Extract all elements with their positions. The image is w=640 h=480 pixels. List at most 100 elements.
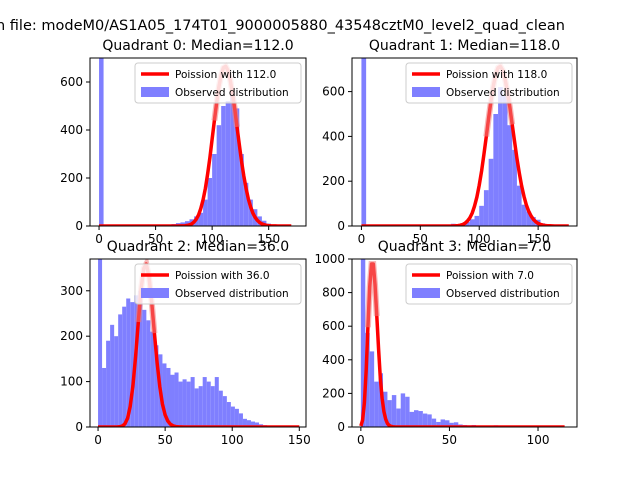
axes-frame <box>351 258 578 428</box>
y-tick-label: 1000 <box>314 252 345 266</box>
hist-bar <box>414 410 419 427</box>
axes-frame <box>89 57 307 227</box>
hist-bar <box>162 363 167 427</box>
hist-bar <box>396 408 401 427</box>
hist-bar <box>498 87 503 226</box>
hist-bar <box>360 259 366 427</box>
legend-label-observed: Observed distribution <box>446 288 560 300</box>
axes-frame <box>89 258 307 428</box>
figure-suptitle: n file: modeM0/AS1A05_174T01_9000005880_… <box>0 18 565 34</box>
hist-bar <box>194 388 199 427</box>
hist-bar <box>198 386 203 427</box>
y-tick-label: 0 <box>75 420 83 434</box>
hist-bar <box>230 406 235 427</box>
hist-bar <box>369 351 375 427</box>
y-tick-label: 200 <box>60 171 83 185</box>
hist-bar <box>186 381 191 427</box>
x-tick-label: 150 <box>527 232 550 246</box>
hist-bar <box>427 414 432 427</box>
x-tick-label: 50 <box>442 433 457 447</box>
hist-bar <box>440 419 446 427</box>
axes-frame <box>351 57 578 227</box>
hist-bar <box>255 422 260 427</box>
y-tick-label: 0 <box>337 420 345 434</box>
x-tick-label: 0 <box>95 232 103 246</box>
hist-bar <box>483 190 489 226</box>
hist-bar <box>206 381 211 427</box>
poisson-curve <box>98 262 300 427</box>
legend-hist-swatch <box>141 288 169 298</box>
y-tick-label: 100 <box>60 375 83 389</box>
y-tick-label: 400 <box>322 353 345 367</box>
hist-bar <box>250 421 256 427</box>
x-tick-label: 150 <box>257 232 280 246</box>
legend-label-observed: Observed distribution <box>175 87 289 99</box>
chart-quadrant-1: 0 50 100 150 0 200 400 600 Quadrant 1: Median=11… <box>322 38 578 246</box>
hist-bar <box>493 114 499 226</box>
legend-box <box>134 62 302 104</box>
hist-bar <box>110 324 115 427</box>
legend-hist-swatch <box>141 87 169 97</box>
hist-bar <box>474 215 480 226</box>
hist-bar <box>374 381 379 427</box>
hist-bar <box>98 259 103 427</box>
chart-quadrant-2: 0 50 100 150 0 100 200 300 Quadrant 2: Median=36… <box>60 239 311 447</box>
hist-bar <box>207 178 213 226</box>
hist-bar <box>479 205 484 226</box>
hist-bar <box>405 396 410 427</box>
y-tick-label: 200 <box>322 174 345 188</box>
x-tick-label: 50 <box>413 232 428 246</box>
legend-box <box>134 263 302 305</box>
hist-bar <box>214 377 219 427</box>
legend-label-observed: Observed distribution <box>175 288 289 300</box>
hist-bar <box>465 221 470 226</box>
legend-label-poisson: Poission with 112.0 <box>175 69 276 81</box>
y-tick-label: 400 <box>60 123 83 137</box>
x-tick-label: 50 <box>157 433 172 447</box>
legend: Poission with 36.0 Observed distribution <box>134 263 302 305</box>
hist-bar <box>203 199 208 226</box>
hist-bar <box>166 367 171 427</box>
hist-bar <box>146 320 151 427</box>
y-tick-label: 300 <box>60 284 83 298</box>
hist-bar <box>453 422 459 427</box>
hist-bar <box>122 306 127 427</box>
chart-title: Quadrant 0: Median=112.0 <box>102 38 293 54</box>
legend-hist-swatch <box>412 288 440 298</box>
hist-bar <box>431 418 437 427</box>
hist-bar <box>222 396 227 427</box>
hist-bar <box>226 402 231 427</box>
hist-bar <box>516 185 522 226</box>
hist-bar <box>221 106 226 226</box>
hist-bar <box>512 149 517 226</box>
x-tick-label: 100 <box>527 433 550 447</box>
hist-bar <box>469 219 475 226</box>
chart-title: Quadrant 3: Median=7.0 <box>378 239 552 255</box>
hist-bar <box>102 367 107 427</box>
hist-bar <box>242 418 247 427</box>
hist-bar <box>138 290 143 427</box>
hist-bar <box>212 154 217 226</box>
hist-bar <box>400 393 406 427</box>
legend-label-observed: Observed distribution <box>446 87 560 99</box>
y-tick-label: 600 <box>322 85 345 99</box>
legend: Poission with 112.0 Observed distribution <box>134 62 302 104</box>
hist-bar <box>216 125 222 226</box>
hist-bar <box>174 372 179 427</box>
x-tick-label: 150 <box>288 433 311 447</box>
x-tick-label: 100 <box>221 433 244 447</box>
hist-bar <box>526 211 532 226</box>
hist-bar <box>218 390 223 427</box>
chart-title: Quadrant 2: Median=36.0 <box>107 239 289 255</box>
hist-bar <box>391 395 397 427</box>
legend: Poission with 118.0 Observed distribution <box>405 62 573 104</box>
legend-label-poisson: Poission with 7.0 <box>446 270 534 282</box>
hist-bar <box>225 101 231 226</box>
hist-bar <box>507 125 513 226</box>
y-tick-label: 0 <box>337 219 345 233</box>
hist-bar <box>170 374 175 427</box>
hist-bar <box>361 58 367 226</box>
y-tick-label: 600 <box>322 319 345 333</box>
